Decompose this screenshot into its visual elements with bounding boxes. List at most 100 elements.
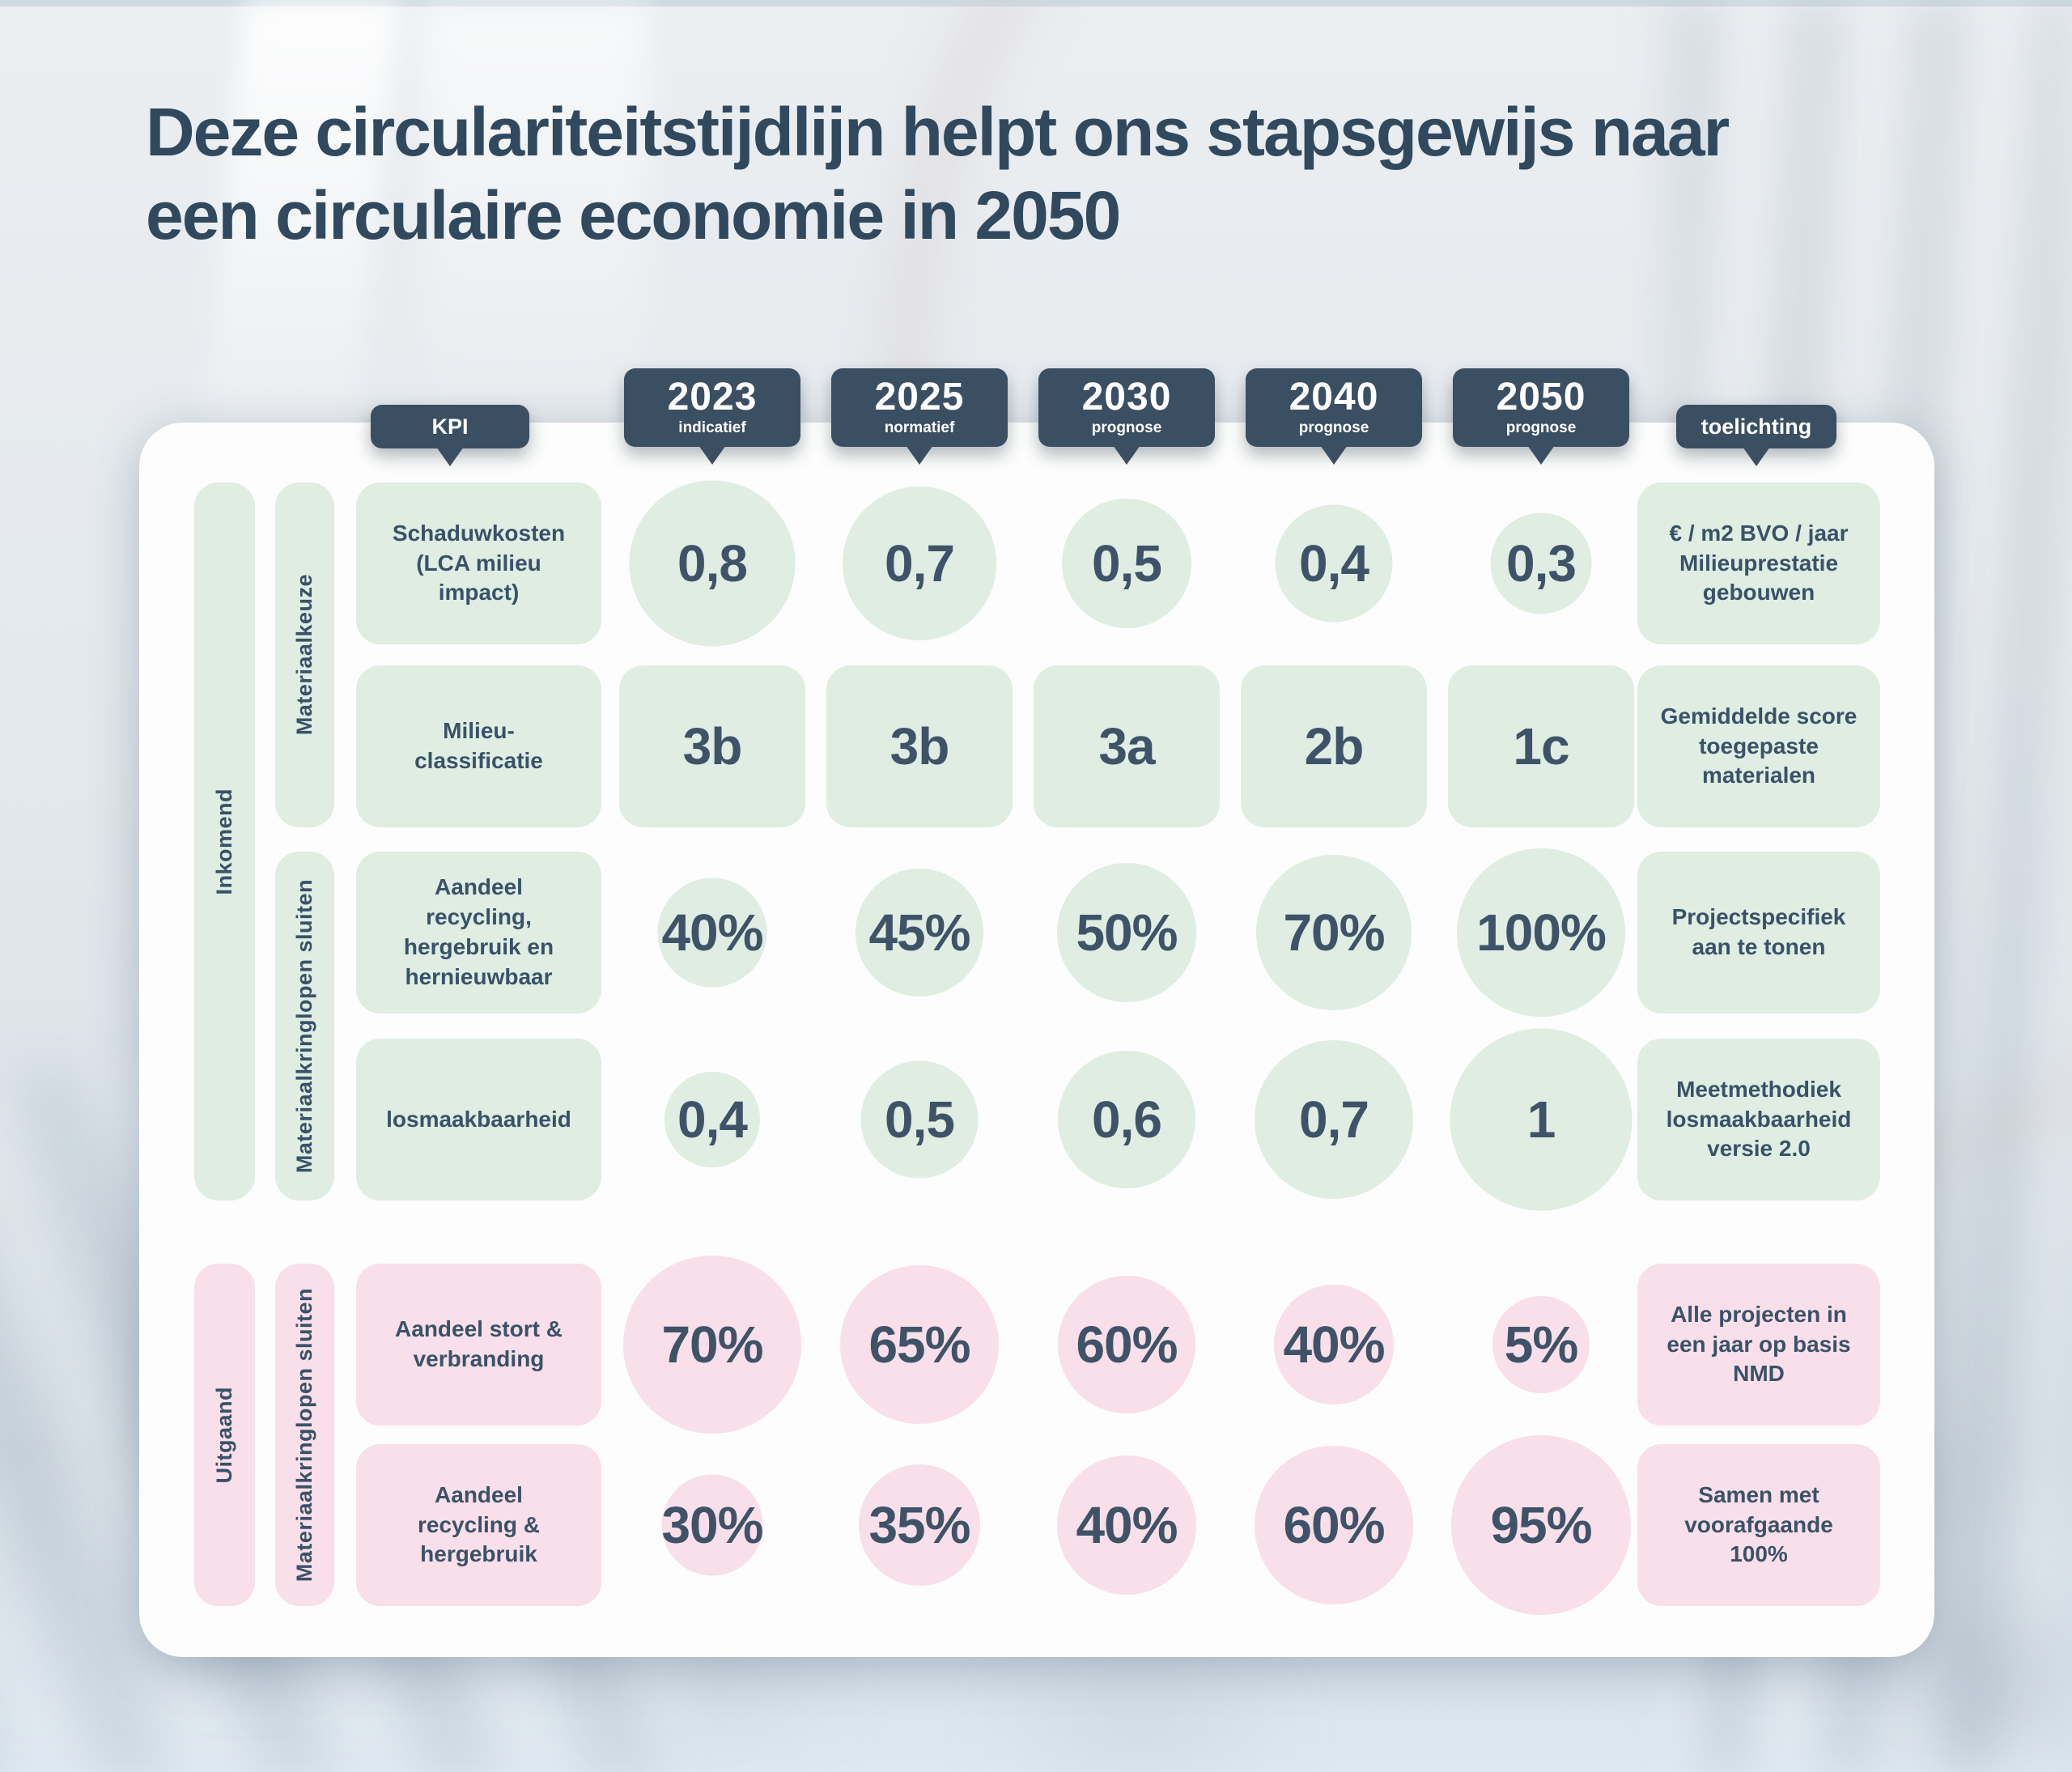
value-cell: 70% bbox=[619, 1256, 805, 1434]
year-subtitle: indicatief bbox=[678, 419, 746, 437]
value-label: 0,5 bbox=[1092, 534, 1162, 593]
year-header-2040: 2040 prognose bbox=[1246, 368, 1422, 447]
value-label: 3a bbox=[1098, 717, 1155, 776]
value-bubble bbox=[1255, 1040, 1413, 1199]
value-cell: 0,7 bbox=[826, 482, 1013, 644]
value-bubble bbox=[629, 480, 796, 647]
value-label: 3b bbox=[890, 717, 950, 776]
value-label: 3b bbox=[682, 717, 743, 776]
value-label: 45% bbox=[868, 903, 970, 962]
kpi-cell-aandeel-stort-verbranding: Aandeel stort & verbranding bbox=[356, 1264, 601, 1426]
value-bubble bbox=[859, 1464, 980, 1586]
value-cell: 0,4 bbox=[619, 1039, 805, 1200]
value-cell: 2b bbox=[1241, 665, 1427, 827]
value-bubble bbox=[657, 878, 767, 988]
value-bubble bbox=[860, 1060, 979, 1179]
value-cell: 45% bbox=[826, 852, 1013, 1013]
value-label: 0,3 bbox=[1506, 534, 1577, 593]
value-cell: 40% bbox=[1034, 1444, 1220, 1606]
value-cell: 70% bbox=[1241, 852, 1427, 1013]
value-label: 0,7 bbox=[1299, 1090, 1369, 1149]
value-label: 50% bbox=[1076, 903, 1178, 962]
value-label: 60% bbox=[1283, 1496, 1385, 1554]
value-cell: 5% bbox=[1448, 1264, 1634, 1426]
value-bubble bbox=[843, 487, 996, 640]
value-label: 60% bbox=[1076, 1315, 1178, 1374]
value-label: 70% bbox=[1283, 903, 1385, 962]
value-cell: 40% bbox=[619, 852, 805, 1013]
value-cell: 100% bbox=[1448, 848, 1634, 1017]
value-label: 0,5 bbox=[885, 1090, 955, 1149]
value-cell: 0,8 bbox=[619, 480, 805, 647]
value-label: 95% bbox=[1490, 1496, 1592, 1554]
value-label: 30% bbox=[661, 1496, 763, 1554]
value-cell: 0,7 bbox=[1241, 1039, 1427, 1200]
value-bubble bbox=[1058, 1051, 1195, 1188]
toelichting-cell: € / m2 BVO / jaar Milieuprestatie gebouw… bbox=[1637, 482, 1880, 644]
toelichting-cell: Projectspecifiek aan te tonen bbox=[1637, 852, 1880, 1013]
year-label: 2025 bbox=[874, 375, 965, 419]
kpi-column-header-badge: KPI bbox=[371, 405, 529, 448]
group-label-materiaalkringlopen-inkomend: Materiaalkringlopen sluiten bbox=[275, 852, 334, 1200]
value-bubble bbox=[1062, 499, 1191, 628]
value-bubble bbox=[1451, 1435, 1631, 1615]
value-label: 40% bbox=[1283, 1315, 1385, 1374]
value-label: 65% bbox=[868, 1315, 970, 1374]
kpi-table-grid: Inkomend Materiaalkeuze Materiaalkringlo… bbox=[139, 423, 1934, 1657]
value-cell: 3a bbox=[1034, 665, 1220, 827]
value-bubble bbox=[664, 1072, 760, 1167]
value-bubble bbox=[661, 1474, 763, 1576]
value-label: 5% bbox=[1504, 1315, 1578, 1374]
value-label: 0,4 bbox=[1299, 534, 1369, 593]
year-subtitle: prognose bbox=[1091, 419, 1162, 437]
background-top-strip bbox=[0, 0, 2072, 6]
page-title-line1: Deze circulariteitstijdlijn helpt ons st… bbox=[146, 94, 1730, 170]
value-cell: 60% bbox=[1034, 1264, 1220, 1426]
value-cell: 0,6 bbox=[1034, 1039, 1220, 1200]
year-subtitle: prognose bbox=[1505, 419, 1577, 437]
kpi-cell-milieuclassificatie: Milieu-classificatie bbox=[356, 665, 601, 827]
value-cell: 1c bbox=[1448, 665, 1634, 827]
value-cell: 3b bbox=[826, 665, 1013, 827]
value-bubble bbox=[1256, 855, 1412, 1010]
kpi-cell-aandeel-recycling-hergebruik: Aandeel recycling & hergebruik bbox=[356, 1444, 601, 1606]
year-subtitle: normatief bbox=[884, 419, 955, 437]
value-cell: 40% bbox=[1241, 1264, 1427, 1426]
value-bubble bbox=[1057, 1455, 1196, 1595]
toelichting-cell: Alle projecten in een jaar op basis NMD bbox=[1637, 1264, 1880, 1426]
value-cell: 0,5 bbox=[1034, 482, 1220, 644]
year-label: 2050 bbox=[1496, 375, 1586, 419]
value-label: 70% bbox=[661, 1315, 763, 1374]
toelichting-cell: Samen met voorafgaande 100% bbox=[1637, 1444, 1880, 1606]
value-cell: 95% bbox=[1448, 1435, 1634, 1615]
value-label: 0,7 bbox=[885, 534, 955, 593]
group-label-materiaalkeuze: Materiaalkeuze bbox=[275, 482, 334, 827]
year-label: 2023 bbox=[667, 375, 758, 419]
group-label-materiaalkringlopen-uitgaand: Materiaalkringlopen sluiten bbox=[275, 1264, 334, 1606]
kpi-column-header-label: KPI bbox=[431, 414, 469, 439]
value-cell: 3b bbox=[619, 665, 805, 827]
page-title: Deze circulariteitstijdlijn helpt ons st… bbox=[146, 91, 1730, 258]
value-label: 35% bbox=[868, 1496, 970, 1554]
toelichting-column-header-badge: toelichting bbox=[1676, 405, 1836, 448]
kpi-cell-schaduwkosten: Schaduwkosten (LCA milieu impact) bbox=[356, 482, 601, 644]
value-bubble bbox=[840, 1265, 999, 1424]
value-bubble bbox=[1450, 1028, 1633, 1211]
toelichting-cell: Gemiddelde score toegepaste materialen bbox=[1637, 665, 1880, 827]
year-header-2023: 2023 indicatief bbox=[624, 368, 800, 447]
kpi-cell-losmaakbaarheid: losmaakbaarheid bbox=[356, 1039, 601, 1200]
value-label: 0,4 bbox=[677, 1090, 748, 1149]
group-label-inkomend: Inkomend bbox=[194, 482, 255, 1200]
year-subtitle: prognose bbox=[1298, 419, 1369, 437]
value-cell: 0,5 bbox=[826, 1039, 1013, 1200]
value-label: 1c bbox=[1513, 717, 1569, 776]
year-header-2025: 2025 normatief bbox=[831, 368, 1008, 447]
value-bubble bbox=[1275, 504, 1393, 623]
kpi-cell-aandeel-recycling-hernieuwbaar: Aandeel recycling, hergebruik en hernieu… bbox=[356, 852, 601, 1013]
value-cell: 65% bbox=[826, 1264, 1013, 1426]
value-cell: 60% bbox=[1241, 1444, 1427, 1606]
value-cell: 35% bbox=[826, 1444, 1013, 1606]
year-header-2050: 2050 prognose bbox=[1453, 368, 1629, 447]
group-label-uitgaand: Uitgaand bbox=[194, 1264, 255, 1606]
